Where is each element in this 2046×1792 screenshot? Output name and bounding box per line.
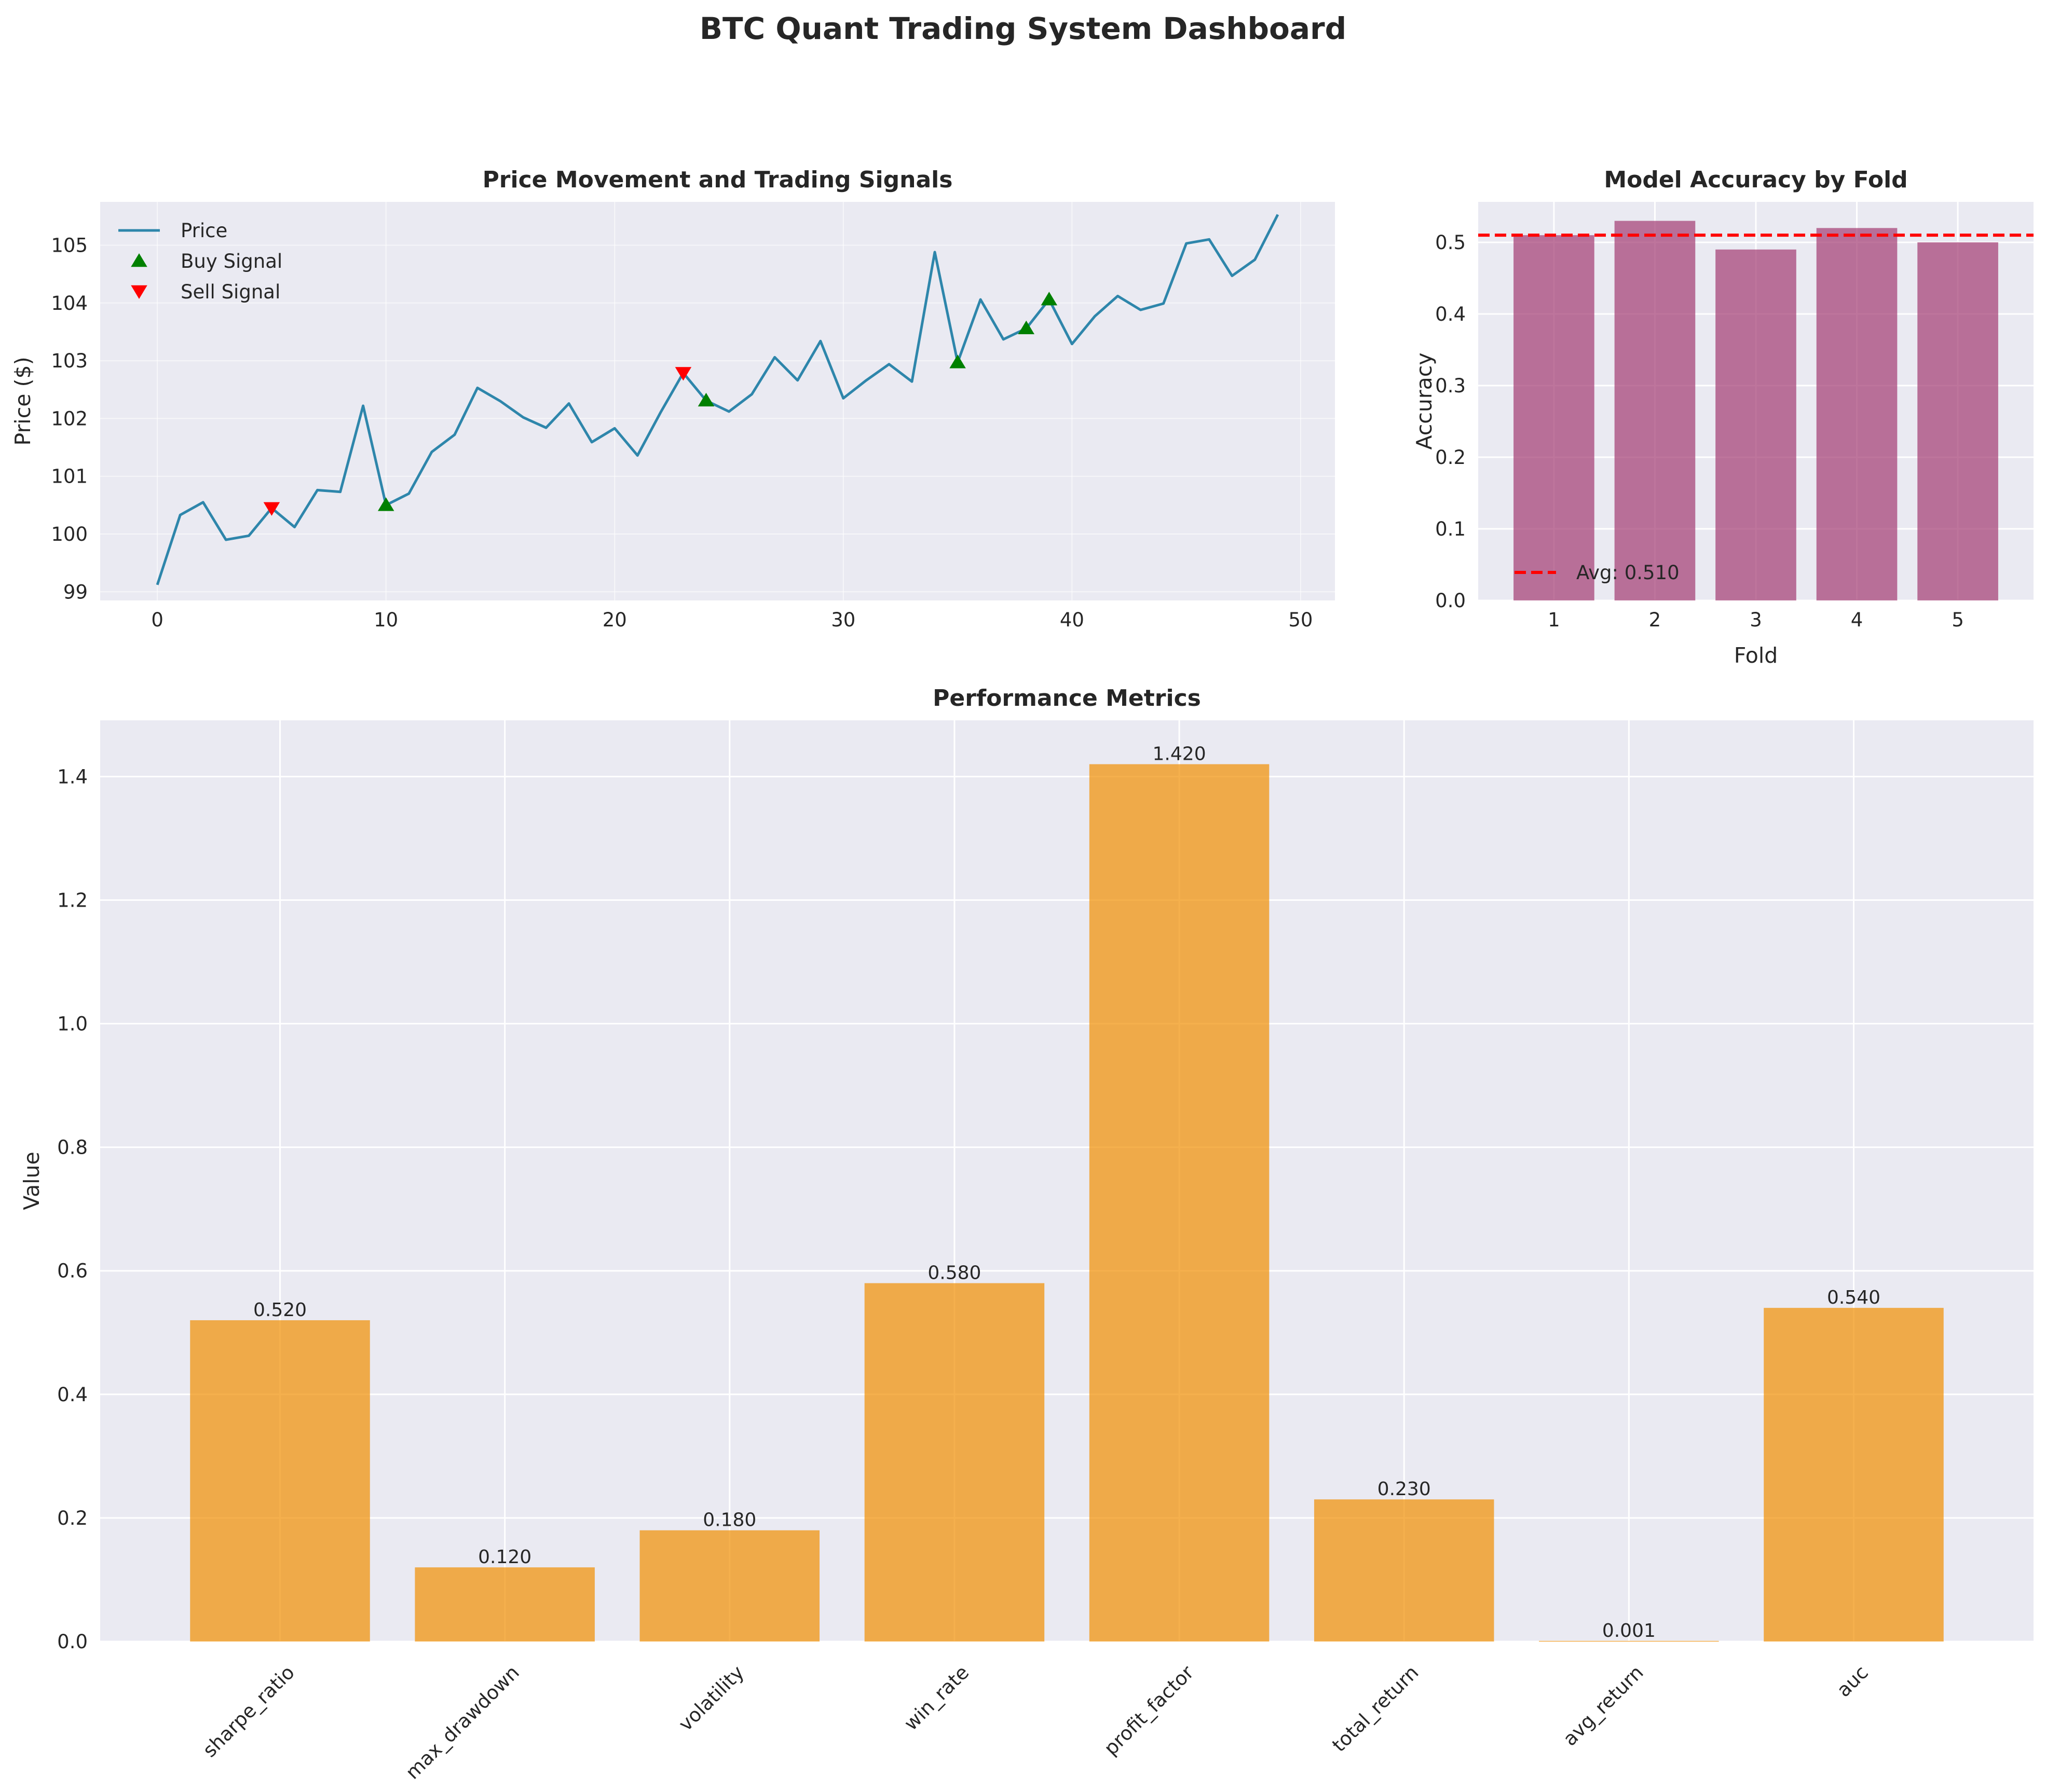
dashboard-title: BTC Quant Trading System Dashboard <box>700 11 1346 46</box>
buy-signal-marker <box>949 354 966 368</box>
accuracy-chart-x-tick-label: 2 <box>1649 609 1661 631</box>
accuracy-chart-y-tick-label: 0.3 <box>1435 375 1466 397</box>
price-chart-y-tick-label: 104 <box>51 292 88 314</box>
price-chart-x-tick-label: 40 <box>1060 609 1084 631</box>
sell-signal-marker <box>263 502 280 516</box>
metrics-chart-grid <box>100 720 2034 1643</box>
metrics-chart-x-tick-label: max_drawdown <box>401 1661 524 1784</box>
price-chart-y-axis-label: Price ($) <box>10 357 35 445</box>
fold-accuracy-bar <box>1816 228 1898 601</box>
metrics-chart-x-tick-label: auc <box>1832 1661 1872 1701</box>
metric-value-label: 0.520 <box>253 1299 307 1321</box>
accuracy-chart-x-tick-label: 1 <box>1548 609 1560 631</box>
accuracy-chart-x-tick-label: 5 <box>1952 609 1964 631</box>
metrics-chart-x-tick-label: profit_factor <box>1100 1661 1198 1759</box>
accuracy-chart-title: Model Accuracy by Fold <box>1604 167 1907 193</box>
legend-buy-signal-marker <box>131 253 147 267</box>
metrics-chart-y-tick-label: 0.6 <box>57 1260 88 1282</box>
metrics-chart-y-tick-label: 0.0 <box>57 1631 88 1653</box>
metric-bar <box>190 1320 370 1641</box>
price-chart-title: Price Movement and Trading Signals <box>483 167 953 193</box>
metric-bar <box>1314 1499 1494 1641</box>
metrics-chart-y-tick-label: 0.4 <box>57 1384 88 1406</box>
price-chart-x-tick-label: 20 <box>603 609 627 631</box>
accuracy-chart-ticks: 0.0 0.1 0.2 0.3 0.4 0.5 1 2 3 4 5 <box>1435 231 1964 631</box>
buy-signal-marker <box>377 497 394 511</box>
price-chart-x-tick-label: 0 <box>151 609 163 631</box>
metrics-chart-background <box>100 720 2034 1641</box>
price-chart-y-tick-label: 102 <box>51 407 88 430</box>
buy-signal-marker <box>1018 320 1034 335</box>
metric-bar <box>1764 1308 1944 1641</box>
price-chart-y-tick-label: 100 <box>51 523 88 545</box>
metrics-chart-x-tick-label: avg_return <box>1559 1661 1648 1750</box>
legend-average-label: Avg: 0.510 <box>1576 562 1680 584</box>
accuracy-chart-y-axis-label: Accuracy <box>1412 352 1437 449</box>
legend-price-label: Price <box>181 220 227 242</box>
metric-value-label: 0.230 <box>1377 1479 1431 1500</box>
legend-buy-signal-label: Buy Signal <box>181 250 282 272</box>
fold-accuracy-bar <box>1513 235 1594 601</box>
sell-signal-marker <box>675 367 692 381</box>
price-chart-y-tick-label: 101 <box>51 466 88 488</box>
price-chart-x-tick-label: 50 <box>1288 609 1313 631</box>
metrics-chart-x-tick-label: volatility <box>674 1661 748 1735</box>
legend-sell-signal-marker <box>131 285 147 299</box>
price-chart: 0 10 20 30 40 50 99 100 101 102 103 104 105 Price Mo… <box>10 167 1335 631</box>
metric-value-label: 0.001 <box>1602 1620 1656 1641</box>
metric-bar <box>1089 764 1270 1641</box>
accuracy-chart-y-tick-label: 0.2 <box>1435 446 1466 469</box>
accuracy-chart-marks <box>1513 221 1998 601</box>
accuracy-chart-y-tick-label: 0.0 <box>1435 590 1466 612</box>
price-chart-ticks: 0 10 20 30 40 50 99 100 101 102 103 104 105 <box>51 234 1313 631</box>
price-chart-legend: Price Buy Signal Sell Signal <box>118 220 282 303</box>
metrics-chart: 0.520 0.120 0.180 0.580 1.420 0.230 0.001 0.540… <box>19 685 2034 1784</box>
fold-accuracy-bar <box>1715 249 1796 601</box>
price-chart-background <box>100 202 1335 600</box>
metric-value-label: 1.420 <box>1153 744 1206 765</box>
accuracy-chart-y-tick-label: 0.1 <box>1435 518 1466 540</box>
metric-bar <box>415 1567 595 1641</box>
buy-signal-marker <box>1041 292 1058 306</box>
fold-accuracy-bar <box>1614 221 1696 601</box>
metrics-chart-y-tick-label: 1.4 <box>57 765 88 788</box>
metrics-chart-x-tick-label: total_return <box>1328 1661 1423 1756</box>
metrics-chart-y-tick-label: 0.8 <box>57 1137 88 1159</box>
metrics-chart-y-tick-label: 0.2 <box>57 1507 88 1529</box>
metric-bar <box>639 1530 820 1641</box>
price-chart-y-tick-label: 103 <box>51 350 88 372</box>
accuracy-chart-y-tick-label: 0.4 <box>1435 303 1466 325</box>
metrics-chart-marks: 0.520 0.120 0.180 0.580 1.420 0.230 0.001 0.540 <box>190 744 1944 1642</box>
metric-value-label: 0.580 <box>927 1263 981 1284</box>
metrics-chart-y-tick-label: 1.2 <box>57 889 88 911</box>
price-chart-marks <box>156 214 1279 585</box>
metrics-chart-x-tick-label: sharpe_ratio <box>198 1661 299 1762</box>
buy-signal-marker <box>698 392 715 407</box>
accuracy-chart-y-tick-label: 0.5 <box>1435 231 1466 254</box>
price-chart-y-tick-label: 99 <box>63 581 88 603</box>
legend-sell-signal-label: Sell Signal <box>181 281 280 303</box>
price-chart-y-tick-label: 105 <box>51 234 88 256</box>
accuracy-chart: 0.0 0.1 0.2 0.3 0.4 0.5 1 2 3 4 5 Model Accuracy b… <box>1412 167 2034 668</box>
metric-bar <box>1539 1640 1719 1642</box>
metric-value-label: 0.540 <box>1827 1287 1880 1308</box>
accuracy-chart-x-tick-label: 3 <box>1750 609 1762 631</box>
fold-accuracy-bar <box>1917 242 1998 601</box>
metrics-chart-x-tick-label: win_rate <box>899 1661 973 1735</box>
price-chart-x-tick-label: 10 <box>374 609 398 631</box>
metrics-chart-y-axis-label: Value <box>19 1152 44 1210</box>
metrics-chart-title: Performance Metrics <box>933 685 1201 712</box>
price-chart-grid <box>100 202 1335 600</box>
accuracy-chart-legend: Avg: 0.510 <box>1515 562 1680 584</box>
metric-value-label: 0.180 <box>703 1510 756 1531</box>
metrics-chart-y-tick-label: 1.0 <box>57 1013 88 1035</box>
metric-value-label: 0.120 <box>478 1547 531 1568</box>
metric-bar <box>864 1283 1045 1641</box>
accuracy-chart-x-tick-label: 4 <box>1851 609 1863 631</box>
price-line <box>156 214 1279 585</box>
price-chart-x-tick-label: 30 <box>831 609 855 631</box>
accuracy-chart-x-axis-label: Fold <box>1734 643 1778 668</box>
